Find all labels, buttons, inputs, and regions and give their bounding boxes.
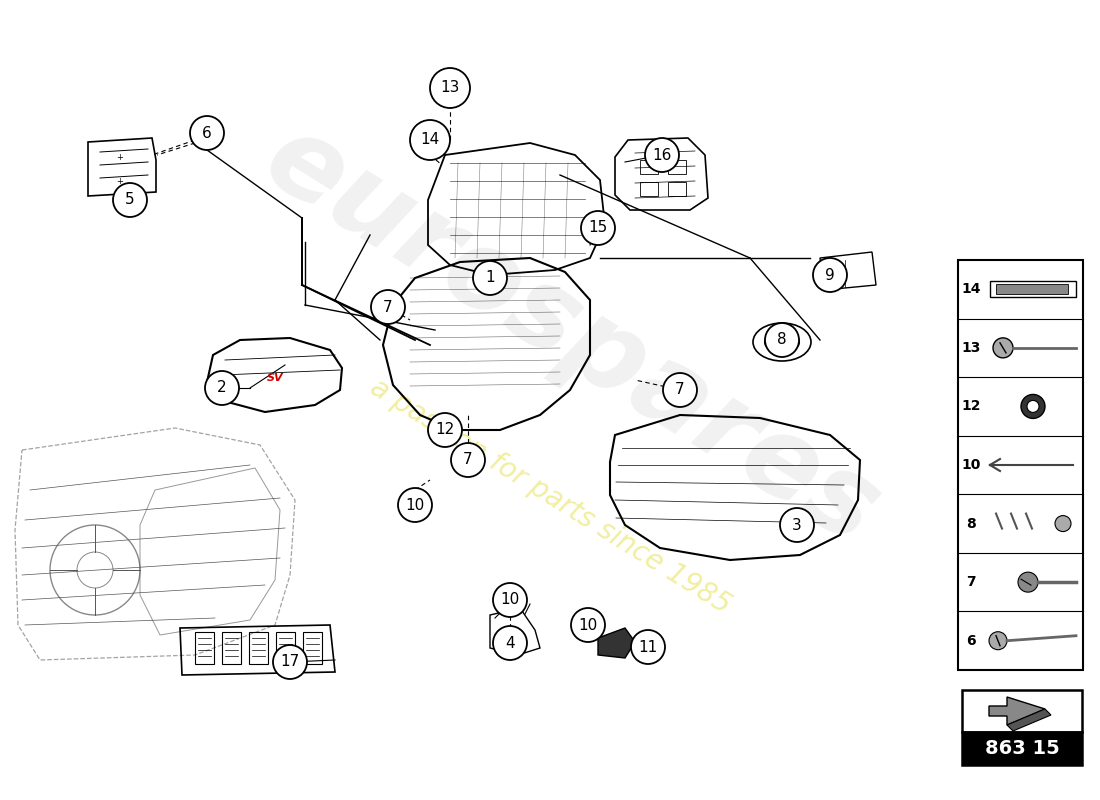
Circle shape bbox=[371, 290, 405, 324]
Text: 5: 5 bbox=[125, 193, 135, 207]
Circle shape bbox=[473, 261, 507, 295]
Circle shape bbox=[113, 183, 147, 217]
Text: 10: 10 bbox=[500, 593, 519, 607]
Bar bbox=[195, 632, 214, 664]
Polygon shape bbox=[598, 628, 635, 658]
Bar bbox=[276, 632, 295, 664]
Text: 863 15: 863 15 bbox=[984, 739, 1059, 758]
Circle shape bbox=[1018, 572, 1038, 592]
Text: +: + bbox=[117, 154, 123, 162]
Circle shape bbox=[410, 120, 450, 160]
Text: 17: 17 bbox=[280, 654, 299, 670]
Circle shape bbox=[631, 630, 666, 664]
Text: 1: 1 bbox=[485, 270, 495, 286]
Circle shape bbox=[493, 626, 527, 660]
Bar bbox=[222, 632, 241, 664]
Text: 15: 15 bbox=[588, 221, 607, 235]
Bar bbox=[668, 160, 686, 174]
Circle shape bbox=[764, 323, 799, 357]
Text: 14: 14 bbox=[420, 133, 440, 147]
Text: 10: 10 bbox=[961, 458, 981, 472]
Text: 14: 14 bbox=[961, 282, 981, 296]
Text: 7: 7 bbox=[966, 575, 976, 589]
Circle shape bbox=[493, 583, 527, 617]
Text: 12: 12 bbox=[436, 422, 454, 438]
Text: SV: SV bbox=[266, 373, 284, 383]
Bar bbox=[962, 690, 1082, 732]
Bar bbox=[996, 284, 1068, 294]
Circle shape bbox=[581, 211, 615, 245]
Circle shape bbox=[571, 608, 605, 642]
Text: 6: 6 bbox=[202, 126, 212, 141]
Text: 13: 13 bbox=[961, 341, 981, 355]
Text: 8: 8 bbox=[966, 517, 976, 530]
Bar bbox=[302, 632, 322, 664]
Text: 6: 6 bbox=[966, 634, 976, 648]
Circle shape bbox=[398, 488, 432, 522]
Bar bbox=[668, 182, 686, 196]
Text: 7: 7 bbox=[675, 382, 685, 398]
Circle shape bbox=[428, 413, 462, 447]
Text: 10: 10 bbox=[406, 498, 425, 513]
Bar bbox=[958, 260, 1084, 670]
Polygon shape bbox=[989, 697, 1045, 725]
Polygon shape bbox=[1006, 709, 1050, 731]
Text: eurospares: eurospares bbox=[245, 105, 899, 567]
Bar bbox=[962, 732, 1082, 765]
Circle shape bbox=[1021, 394, 1045, 418]
Bar bbox=[640, 160, 658, 174]
Text: 3: 3 bbox=[792, 518, 802, 533]
Circle shape bbox=[273, 645, 307, 679]
Text: 10: 10 bbox=[579, 618, 597, 633]
Text: 9: 9 bbox=[825, 267, 835, 282]
Circle shape bbox=[813, 258, 847, 292]
Text: +: + bbox=[117, 178, 123, 186]
Circle shape bbox=[1027, 401, 1040, 413]
Circle shape bbox=[205, 371, 239, 405]
Text: 8: 8 bbox=[778, 333, 786, 347]
Text: 11: 11 bbox=[638, 639, 658, 654]
Text: 2: 2 bbox=[217, 381, 227, 395]
Text: a passion for parts since 1985: a passion for parts since 1985 bbox=[365, 373, 735, 619]
Circle shape bbox=[989, 632, 1006, 650]
Circle shape bbox=[430, 68, 470, 108]
Circle shape bbox=[663, 373, 697, 407]
Circle shape bbox=[190, 116, 224, 150]
Circle shape bbox=[780, 508, 814, 542]
Circle shape bbox=[1055, 515, 1071, 531]
Bar bbox=[249, 632, 268, 664]
Bar bbox=[640, 182, 658, 196]
Circle shape bbox=[451, 443, 485, 477]
Text: 12: 12 bbox=[961, 399, 981, 414]
Circle shape bbox=[993, 338, 1013, 358]
Text: 4: 4 bbox=[505, 635, 515, 650]
Text: 16: 16 bbox=[652, 147, 672, 162]
Text: 7: 7 bbox=[383, 299, 393, 314]
Text: 13: 13 bbox=[440, 81, 460, 95]
Circle shape bbox=[645, 138, 679, 172]
Text: 7: 7 bbox=[463, 453, 473, 467]
